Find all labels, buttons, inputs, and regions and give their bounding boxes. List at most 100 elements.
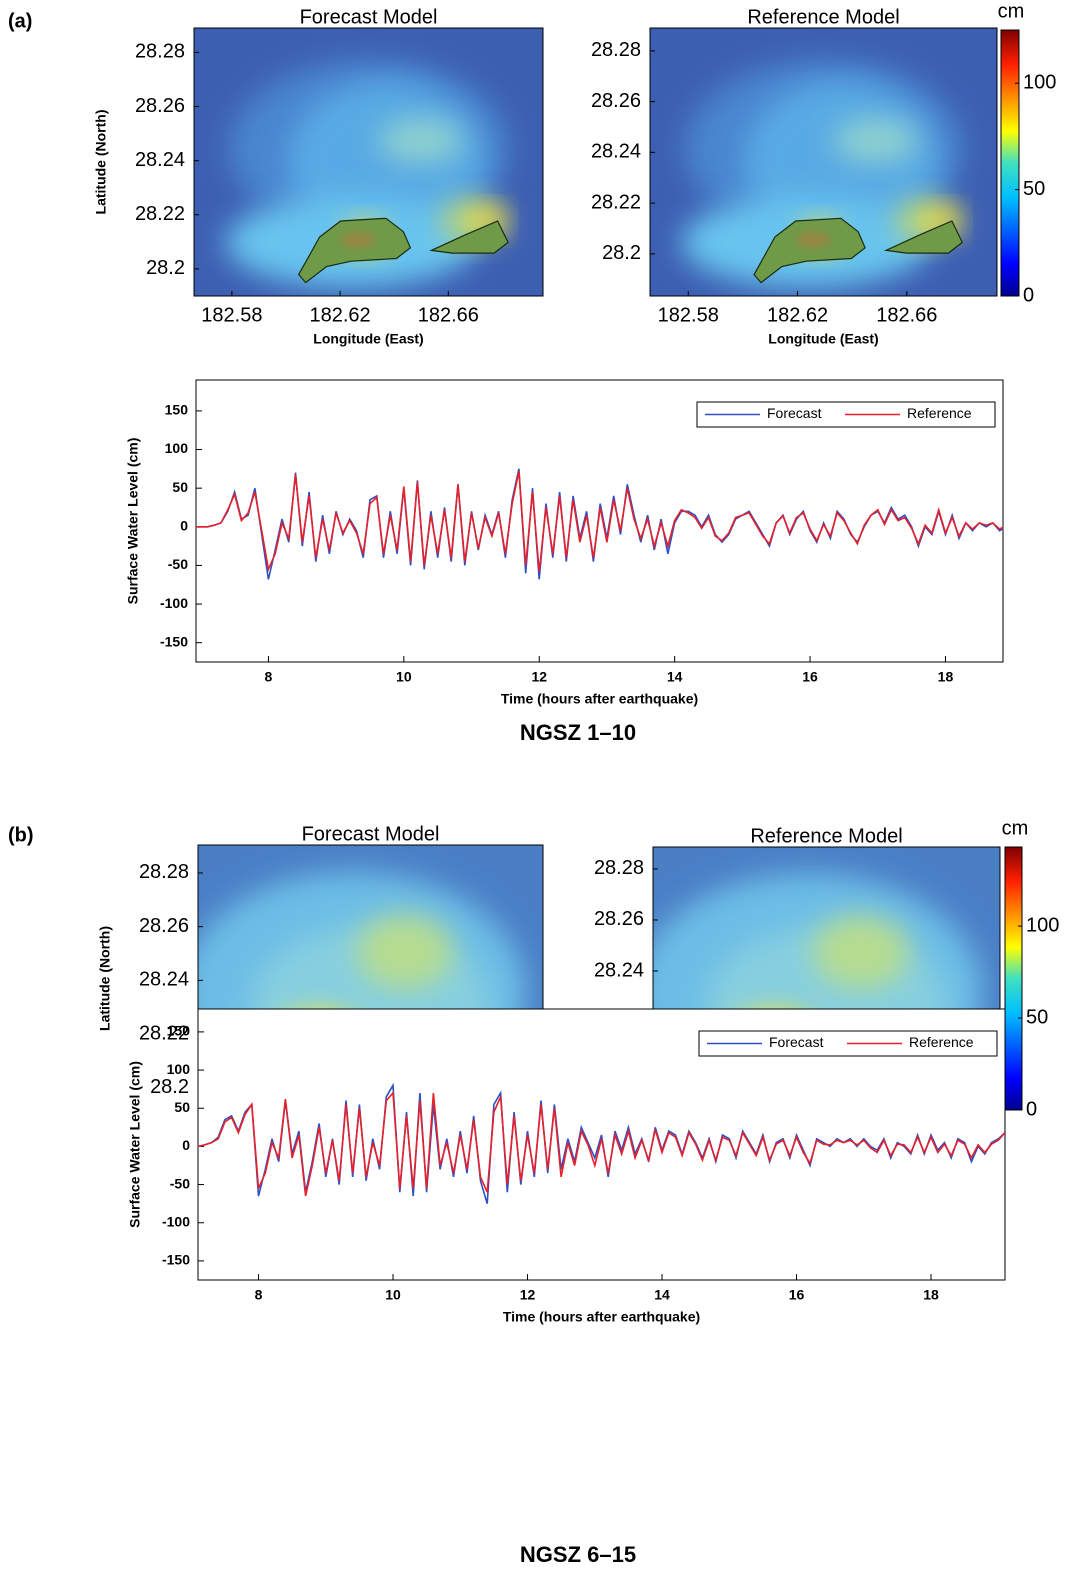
legend-label: Reference bbox=[909, 1034, 974, 1050]
amplitude-region bbox=[812, 915, 910, 990]
x-tick-label: 14 bbox=[667, 669, 683, 685]
panel-caption: NGSZ 6–15 bbox=[520, 1542, 636, 1567]
colorbar-tick-label: 0 bbox=[1026, 1098, 1037, 1120]
y-tick-label: 28.28 bbox=[139, 861, 189, 883]
map-field bbox=[194, 28, 543, 296]
colorbar-tick-label: 100 bbox=[1023, 71, 1056, 93]
y-tick-label: 28.24 bbox=[135, 149, 185, 171]
x-tick-label: 12 bbox=[520, 1287, 536, 1303]
y-tick-label: 150 bbox=[165, 402, 189, 418]
y-tick-label: 28.26 bbox=[594, 908, 644, 930]
x-tick-label: 182.58 bbox=[658, 304, 719, 326]
x-tick-label: 18 bbox=[923, 1287, 939, 1303]
y-tick-label: 28.2 bbox=[146, 257, 185, 279]
panel-caption: NGSZ 1–10 bbox=[520, 720, 636, 745]
x-tick-label: 10 bbox=[396, 669, 412, 685]
y-tick-label: 28.22 bbox=[135, 203, 185, 225]
y-tick-label: 28.26 bbox=[139, 915, 189, 937]
y-tick-label: 28.28 bbox=[591, 39, 641, 61]
map-title: Forecast Model bbox=[302, 823, 440, 845]
colorbar-tick-label: 100 bbox=[1026, 914, 1059, 936]
plot-frame bbox=[193, 27, 544, 297]
colorbar bbox=[1000, 29, 1020, 297]
map-title: Forecast Model bbox=[300, 6, 438, 28]
x-axis-label: Time (hours after earthquake) bbox=[501, 691, 698, 707]
series-line bbox=[198, 1091, 1005, 1197]
x-tick-label: 16 bbox=[789, 1287, 805, 1303]
x-tick-label: 8 bbox=[255, 1287, 263, 1303]
colorbar-tick-label: 50 bbox=[1026, 1006, 1048, 1028]
y-tick-label: 28.26 bbox=[135, 95, 185, 117]
y-tick-label: -50 bbox=[168, 556, 188, 572]
y-tick-label: 28.22 bbox=[139, 1022, 189, 1044]
amplitude-region bbox=[378, 119, 463, 162]
y-tick-label: 28.24 bbox=[591, 141, 641, 163]
y-tick-label: 0 bbox=[182, 1137, 190, 1153]
y-tick-label: 28.28 bbox=[135, 41, 185, 63]
colorbar-tick-label: 50 bbox=[1023, 178, 1045, 200]
colorbar bbox=[1004, 846, 1023, 1111]
y-tick-label: -100 bbox=[162, 1213, 190, 1229]
y-axis-label: Latitude (North) bbox=[97, 926, 113, 1031]
y-tick-label: 28.24 bbox=[594, 959, 644, 981]
series-line bbox=[196, 471, 1003, 573]
amplitude-region bbox=[833, 119, 918, 162]
colorbar-tick-label: 0 bbox=[1023, 284, 1034, 306]
y-tick-label: 100 bbox=[167, 1061, 191, 1077]
map-title: Reference Model bbox=[747, 6, 899, 28]
y-tick-label: -150 bbox=[160, 633, 188, 649]
x-tick-label: 14 bbox=[654, 1287, 670, 1303]
y-tick-label: 28.28 bbox=[594, 857, 644, 879]
x-tick-label: 10 bbox=[385, 1287, 401, 1303]
legend-label: Reference bbox=[907, 405, 972, 421]
y-tick-label: 150 bbox=[167, 1023, 191, 1039]
colorbar-label: cm bbox=[1002, 817, 1029, 839]
x-tick-label: 182.66 bbox=[418, 304, 479, 326]
island bbox=[753, 217, 866, 284]
island bbox=[883, 220, 964, 254]
x-axis-label: Time (hours after earthquake) bbox=[503, 1309, 700, 1325]
panel-label: (a) bbox=[8, 10, 32, 32]
colorbar-label: cm bbox=[998, 0, 1025, 22]
plot-frame bbox=[649, 27, 998, 297]
y-axis-label: Surface Water Level (cm) bbox=[125, 438, 141, 605]
y-axis-label: Surface Water Level (cm) bbox=[127, 1061, 143, 1228]
x-tick-label: 182.58 bbox=[201, 304, 262, 326]
x-axis-label: Longitude (East) bbox=[768, 331, 878, 347]
series-line bbox=[198, 1082, 1005, 1204]
y-tick-label: 28.24 bbox=[139, 969, 189, 991]
x-tick-label: 16 bbox=[802, 669, 818, 685]
x-tick-label: 182.66 bbox=[876, 304, 937, 326]
y-tick-label: 50 bbox=[174, 1099, 190, 1115]
map-field bbox=[650, 28, 997, 296]
y-axis-label: Latitude (North) bbox=[93, 110, 109, 215]
y-tick-label: 28.22 bbox=[591, 191, 641, 213]
y-tick-label: 0 bbox=[180, 517, 188, 533]
y-tick-label: -150 bbox=[162, 1252, 190, 1268]
x-axis-label: Longitude (East) bbox=[313, 331, 423, 347]
x-tick-label: 182.62 bbox=[310, 304, 371, 326]
island bbox=[429, 220, 509, 254]
legend-label: Forecast bbox=[769, 1034, 824, 1050]
y-tick-label: 100 bbox=[165, 440, 189, 456]
x-tick-label: 182.62 bbox=[767, 304, 828, 326]
x-tick-label: 18 bbox=[938, 669, 954, 685]
series-group bbox=[198, 1082, 1005, 1204]
island-detail bbox=[340, 231, 376, 248]
panel-label: (b) bbox=[8, 824, 34, 846]
x-tick-label: 8 bbox=[265, 669, 273, 685]
y-tick-label: -100 bbox=[160, 595, 188, 611]
y-tick-label: -50 bbox=[170, 1175, 190, 1191]
x-tick-label: 12 bbox=[531, 669, 547, 685]
y-tick-label: 28.26 bbox=[591, 90, 641, 112]
y-tick-label: 50 bbox=[172, 479, 188, 495]
legend-label: Forecast bbox=[767, 405, 822, 421]
map-title: Reference Model bbox=[750, 825, 902, 847]
y-tick-label: 28.2 bbox=[602, 242, 641, 264]
island bbox=[297, 217, 412, 284]
y-tick-label: 28.2 bbox=[150, 1076, 189, 1098]
series-group bbox=[196, 468, 1003, 580]
amplitude-region bbox=[356, 914, 454, 990]
